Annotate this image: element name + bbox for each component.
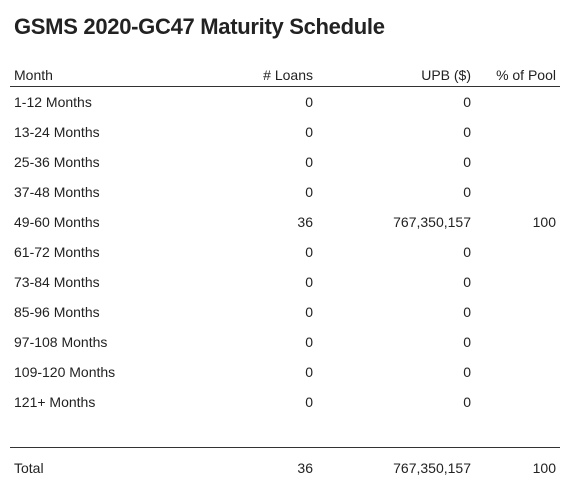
row-loans: 0 bbox=[184, 327, 317, 357]
row-upb: 767,350,157 bbox=[317, 207, 475, 237]
row-loans: 0 bbox=[184, 297, 317, 327]
table-row: 73-84 Months 0 0 bbox=[10, 267, 560, 297]
row-month: 73-84 Months bbox=[10, 267, 184, 297]
row-month: 109-120 Months bbox=[10, 357, 184, 387]
total-pct: 100 bbox=[475, 448, 560, 488]
total-loans: 36 bbox=[184, 448, 317, 488]
table-row: 85-96 Months 0 0 bbox=[10, 297, 560, 327]
row-pct bbox=[475, 117, 560, 147]
row-loans: 0 bbox=[184, 87, 317, 118]
row-upb: 0 bbox=[317, 357, 475, 387]
row-pct bbox=[475, 237, 560, 267]
row-loans: 0 bbox=[184, 177, 317, 207]
row-loans: 0 bbox=[184, 237, 317, 267]
row-pct bbox=[475, 87, 560, 118]
row-month: 13-24 Months bbox=[10, 117, 184, 147]
row-upb: 0 bbox=[317, 297, 475, 327]
row-upb: 0 bbox=[317, 327, 475, 357]
row-month: 121+ Months bbox=[10, 387, 184, 417]
row-pct bbox=[475, 267, 560, 297]
column-header-upb: UPB ($) bbox=[317, 64, 475, 87]
spacer-row bbox=[10, 417, 560, 448]
table-header-row: Month # Loans UPB ($) % of Pool bbox=[10, 64, 560, 87]
column-header-loans: # Loans bbox=[184, 64, 317, 87]
row-pct: 100 bbox=[475, 207, 560, 237]
row-month: 25-36 Months bbox=[10, 147, 184, 177]
table-row: 121+ Months 0 0 bbox=[10, 387, 560, 417]
column-header-month: Month bbox=[10, 64, 184, 87]
row-loans: 0 bbox=[184, 357, 317, 387]
row-pct bbox=[475, 147, 560, 177]
row-upb: 0 bbox=[317, 387, 475, 417]
row-pct bbox=[475, 297, 560, 327]
table-row: 109-120 Months 0 0 bbox=[10, 357, 560, 387]
row-upb: 0 bbox=[317, 87, 475, 118]
page-title: GSMS 2020-GC47 Maturity Schedule bbox=[14, 14, 385, 40]
row-loans: 0 bbox=[184, 117, 317, 147]
row-loans: 0 bbox=[184, 267, 317, 297]
row-loans: 36 bbox=[184, 207, 317, 237]
column-header-pct-of-pool: % of Pool bbox=[475, 64, 560, 87]
row-pct bbox=[475, 177, 560, 207]
row-upb: 0 bbox=[317, 117, 475, 147]
row-month: 97-108 Months bbox=[10, 327, 184, 357]
row-pct bbox=[475, 387, 560, 417]
row-pct bbox=[475, 357, 560, 387]
row-upb: 0 bbox=[317, 177, 475, 207]
table-row: 49-60 Months 36 767,350,157 100 bbox=[10, 207, 560, 237]
row-loans: 0 bbox=[184, 147, 317, 177]
row-month: 61-72 Months bbox=[10, 237, 184, 267]
table-row: 25-36 Months 0 0 bbox=[10, 147, 560, 177]
table-row: 13-24 Months 0 0 bbox=[10, 117, 560, 147]
row-month: 49-60 Months bbox=[10, 207, 184, 237]
table-row: 1-12 Months 0 0 bbox=[10, 87, 560, 118]
table-row: 61-72 Months 0 0 bbox=[10, 237, 560, 267]
total-label: Total bbox=[10, 448, 184, 488]
row-month: 37-48 Months bbox=[10, 177, 184, 207]
table-row: 97-108 Months 0 0 bbox=[10, 327, 560, 357]
row-pct bbox=[475, 327, 560, 357]
maturity-schedule-table: Month # Loans UPB ($) % of Pool 1-12 Mon… bbox=[10, 64, 560, 488]
total-row: Total 36 767,350,157 100 bbox=[10, 448, 560, 488]
row-upb: 0 bbox=[317, 147, 475, 177]
row-upb: 0 bbox=[317, 267, 475, 297]
row-loans: 0 bbox=[184, 387, 317, 417]
row-upb: 0 bbox=[317, 237, 475, 267]
total-upb: 767,350,157 bbox=[317, 448, 475, 488]
row-month: 1-12 Months bbox=[10, 87, 184, 118]
table-row: 37-48 Months 0 0 bbox=[10, 177, 560, 207]
row-month: 85-96 Months bbox=[10, 297, 184, 327]
